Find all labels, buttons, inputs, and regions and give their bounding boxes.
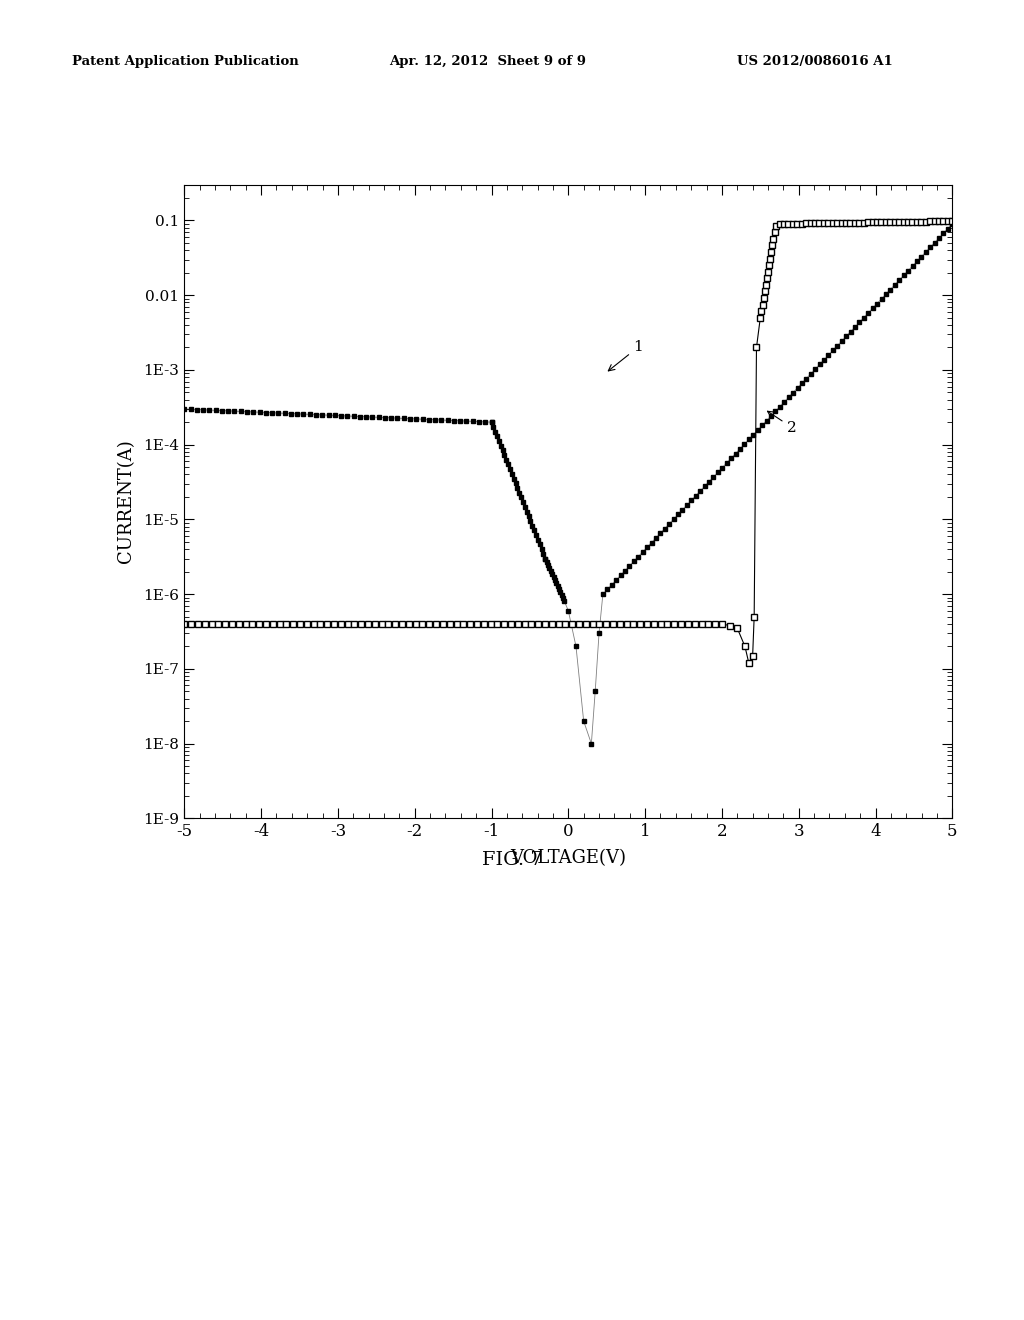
X-axis label: VOLTAGE(V): VOLTAGE(V) xyxy=(510,849,627,867)
Text: Patent Application Publication: Patent Application Publication xyxy=(72,55,298,69)
Y-axis label: CURRENT(A): CURRENT(A) xyxy=(117,440,135,564)
Text: 1: 1 xyxy=(608,339,643,371)
Text: 2: 2 xyxy=(768,412,797,434)
Text: FIG. 7: FIG. 7 xyxy=(481,851,543,870)
Text: US 2012/0086016 A1: US 2012/0086016 A1 xyxy=(737,55,893,69)
Text: Apr. 12, 2012  Sheet 9 of 9: Apr. 12, 2012 Sheet 9 of 9 xyxy=(389,55,586,69)
